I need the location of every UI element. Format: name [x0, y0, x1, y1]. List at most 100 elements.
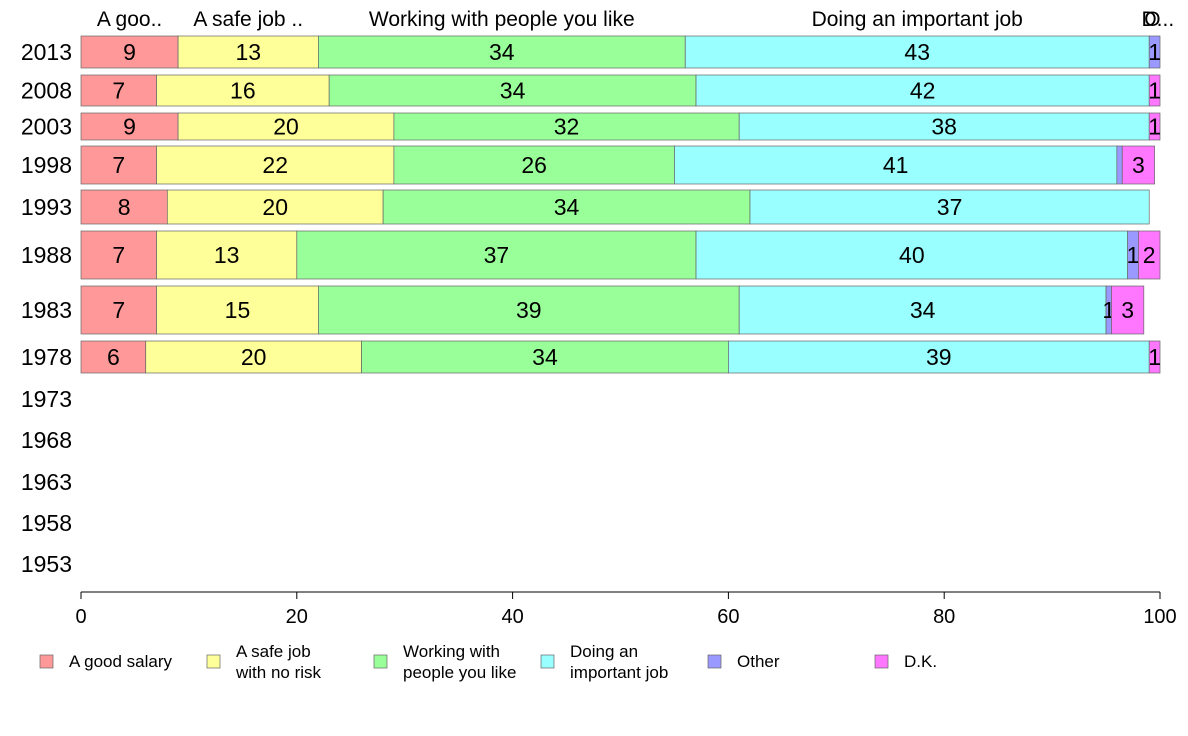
bar-segment: [145, 340, 362, 374]
bar-segment: [674, 145, 1118, 185]
series-top-label: Working with people you like: [369, 8, 635, 31]
bar-value-label: 34: [489, 39, 515, 65]
legend-label: people you like: [403, 663, 516, 682]
series-top-label: Doing an important job: [812, 8, 1023, 31]
bar-segment: [1148, 35, 1161, 69]
series-top-labels: A goo.. A safe job .. Working with people …: [97, 8, 1174, 31]
bar-value-label: 22: [262, 152, 288, 178]
year-label: 2008: [21, 78, 72, 104]
year-label: 1958: [21, 510, 72, 536]
bar-value-label: 34: [532, 344, 558, 370]
bar-segment: [80, 189, 168, 225]
bar-value-label: 26: [521, 152, 547, 178]
legend-label: important job: [570, 663, 668, 682]
bar-segment: [1148, 340, 1161, 374]
bar-value-label: 7: [112, 297, 125, 323]
bar-value-label: 3: [1132, 152, 1145, 178]
year-label: 2013: [21, 39, 72, 65]
bar-value-label: 20: [262, 194, 288, 220]
bar-value-label: 40: [899, 242, 925, 268]
bar-segment: [728, 340, 1150, 374]
bar-value-label: 7: [112, 78, 125, 104]
bar-segment: [156, 285, 319, 335]
bar-segment: [80, 112, 179, 141]
bar-value-label: 34: [500, 78, 526, 104]
x-tick-label: 60: [717, 606, 739, 628]
bar-segment: [749, 189, 1150, 225]
bar-value-label: 43: [904, 39, 930, 65]
bar-value-label: 41: [883, 152, 909, 178]
bar-value-label: 42: [910, 78, 936, 104]
legend-label: A safe job: [236, 642, 311, 661]
legend-swatch: [707, 654, 722, 669]
bars: 9 13 34 43 17 16 34 42 19 20 32 38 17 22 26 41 38 20 34 377…: [80, 35, 1161, 374]
year-label: 1988: [21, 242, 72, 268]
year-label: 1978: [21, 344, 72, 370]
legend-label: Working with: [403, 642, 500, 661]
bar-segment: [328, 74, 697, 107]
x-tick-label: 100: [1143, 606, 1176, 628]
bar-segment: [156, 145, 395, 185]
bar-value-label: 34: [910, 297, 936, 323]
bar-value-label: 1: [1148, 39, 1161, 65]
year-label: 1998: [21, 152, 72, 178]
bar-segment: [361, 340, 729, 374]
legend-label: Doing an: [570, 642, 638, 661]
bar-value-label: 7: [112, 152, 125, 178]
bar-value-label: 7: [112, 242, 125, 268]
bar-segment: [695, 74, 1150, 107]
bar-segment: [296, 230, 697, 280]
bar-segment: [1111, 285, 1145, 335]
bar-segment: [738, 285, 1107, 335]
bar-segment: [1148, 112, 1161, 141]
series-top-label: A goo..: [97, 8, 162, 31]
legend-swatch: [874, 654, 889, 669]
series-top-label: O: [1144, 8, 1160, 31]
bar-value-label: 20: [273, 114, 299, 140]
bar-value-label: 9: [123, 39, 136, 65]
bar-segment: [80, 145, 157, 185]
bar-value-label: 16: [230, 78, 256, 104]
bar-segment: [80, 230, 157, 280]
bar-value-label: 39: [926, 344, 952, 370]
bar-value-label: 34: [554, 194, 580, 220]
bar-segment: [393, 145, 675, 185]
bar-segment: [156, 230, 298, 280]
bar-segment: [156, 74, 330, 107]
legend-swatch: [39, 654, 54, 669]
bar-segment: [166, 189, 384, 225]
bar-value-label: 8: [118, 194, 131, 220]
bar-segment: [177, 35, 319, 69]
legend-label: Other: [737, 652, 780, 671]
year-label: 1953: [21, 551, 72, 577]
bar-value-label: 32: [554, 114, 580, 140]
bar-segment: [695, 230, 1128, 280]
bar-value-label: 15: [225, 297, 251, 323]
bar-value-label: 3: [1121, 297, 1134, 323]
legend-swatch: [540, 654, 555, 669]
year-label: 1968: [21, 427, 72, 453]
year-label: 1993: [21, 194, 72, 220]
bar-value-label: 13: [235, 39, 261, 65]
bar-value-label: 37: [484, 242, 510, 268]
year-labels: 2013 2008 2003 1998 1993 1988 1983 1978 1973 1968…: [21, 39, 72, 577]
bar-value-label: 9: [123, 114, 136, 140]
bar-segment: [80, 74, 157, 107]
bar-segment: [393, 112, 740, 141]
bar-segment: [1138, 230, 1161, 280]
x-axis: 0 20 40 60 80 100: [75, 591, 1177, 628]
year-label: 1983: [21, 297, 72, 323]
bar-value-label: 37: [937, 194, 963, 220]
series-top-label: D...: [1142, 8, 1175, 31]
legend-label: A good salary: [69, 652, 173, 671]
bar-value-label: 13: [214, 242, 240, 268]
x-tick-label: 40: [501, 606, 523, 628]
year-label: 1963: [21, 469, 72, 495]
bar-segment: [382, 189, 751, 225]
series-top-label: A safe job ..: [193, 8, 303, 31]
x-tick-label: 80: [933, 606, 955, 628]
bar-segment: [1121, 145, 1155, 185]
bar-segment: [318, 285, 740, 335]
bar-value-label: 1: [1127, 242, 1140, 268]
